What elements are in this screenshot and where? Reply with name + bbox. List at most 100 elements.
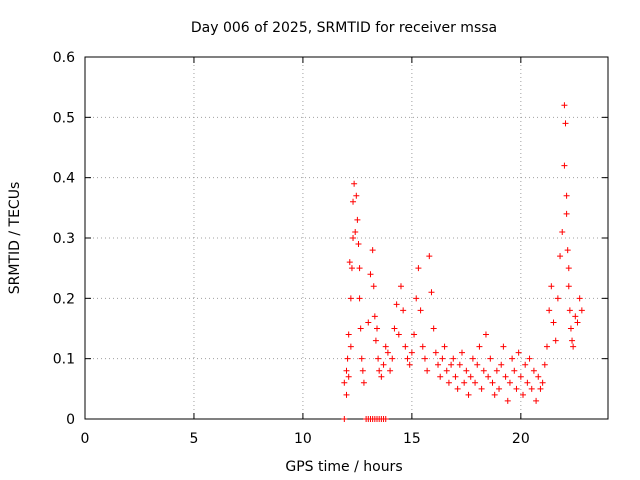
y-tick-label: 0.1 [53, 352, 75, 368]
data-point [450, 355, 457, 362]
data-point [413, 295, 420, 302]
x-tick-label: 5 [189, 431, 198, 447]
data-point [461, 379, 468, 386]
data-point [517, 373, 524, 380]
data-point [376, 367, 383, 374]
data-point [341, 416, 348, 422]
data-point [548, 283, 555, 290]
data-point [372, 337, 379, 344]
data-point [356, 295, 363, 302]
data-point [365, 319, 372, 326]
data-point [576, 295, 583, 302]
data-point [472, 379, 479, 386]
data-point [559, 228, 566, 235]
x-tick-label: 0 [81, 431, 90, 447]
data-point [562, 120, 569, 127]
data-point [374, 325, 381, 332]
data-point [526, 355, 533, 362]
data-point [419, 343, 426, 350]
data-point [572, 313, 579, 320]
data-points [341, 102, 585, 422]
data-point [352, 228, 359, 235]
data-point [347, 295, 354, 302]
data-point [493, 367, 500, 374]
x-tick-label: 10 [294, 431, 312, 447]
data-point [424, 367, 431, 374]
data-point [552, 337, 559, 344]
data-point [355, 241, 362, 248]
data-point [578, 307, 585, 314]
data-point [467, 373, 474, 380]
data-point [567, 325, 574, 332]
data-point [550, 319, 557, 326]
data-point [478, 385, 485, 392]
data-point [476, 343, 483, 350]
data-point [487, 355, 494, 362]
data-point [515, 349, 522, 356]
data-point [350, 235, 357, 241]
data-point [432, 349, 439, 356]
data-point [474, 361, 481, 368]
data-point [561, 102, 568, 109]
data-point [344, 355, 351, 362]
data-point [370, 283, 377, 290]
data-point [546, 307, 553, 314]
data-point [387, 367, 394, 374]
data-point [354, 216, 361, 223]
data-point [359, 367, 366, 374]
axis-ticks: 0 0.1 0.2 0.3 0.4 0.5 0.6 0 5 10 15 20 [53, 50, 608, 447]
data-point [437, 373, 444, 380]
data-point [441, 343, 448, 350]
data-point [504, 397, 511, 404]
data-point [554, 295, 561, 302]
data-point [400, 307, 407, 314]
x-tick-label: 20 [512, 431, 530, 447]
data-point [435, 361, 442, 368]
data-point [430, 325, 437, 332]
data-point [463, 367, 470, 374]
x-tick-label: 15 [403, 431, 421, 447]
data-point [452, 373, 459, 380]
data-point [393, 301, 400, 308]
data-point [543, 343, 550, 350]
data-point [465, 391, 472, 398]
data-point [574, 319, 581, 326]
data-point [513, 385, 520, 392]
data-point [454, 385, 461, 392]
data-point [415, 265, 422, 272]
data-point [375, 355, 382, 362]
data-point [496, 385, 503, 392]
data-point [345, 331, 352, 338]
data-point [563, 210, 570, 217]
data-point [402, 343, 409, 350]
data-point [406, 361, 413, 368]
data-point [343, 367, 350, 374]
data-point [421, 355, 428, 362]
data-point [506, 379, 513, 386]
gridlines [85, 57, 608, 419]
data-point [565, 265, 572, 272]
data-point [561, 162, 568, 169]
data-point [482, 331, 489, 338]
y-axis-label: SRMTID / TECUs [7, 182, 23, 295]
data-point [357, 325, 364, 332]
data-point [491, 391, 498, 398]
data-point [382, 343, 389, 350]
x-axis-label: GPS time / hours [285, 459, 402, 475]
data-point [528, 385, 535, 392]
data-point [404, 355, 411, 362]
data-point [535, 373, 542, 380]
data-point [369, 247, 376, 254]
data-point [345, 373, 352, 380]
data-point [533, 397, 540, 404]
data-point [456, 361, 463, 368]
data-point [341, 379, 348, 386]
data-point [384, 349, 391, 356]
y-tick-label: 0.3 [53, 231, 75, 247]
data-point [445, 379, 452, 386]
data-point [439, 355, 446, 362]
data-point [347, 343, 354, 350]
data-point [524, 379, 531, 386]
data-point [428, 289, 435, 296]
data-point [565, 283, 572, 290]
